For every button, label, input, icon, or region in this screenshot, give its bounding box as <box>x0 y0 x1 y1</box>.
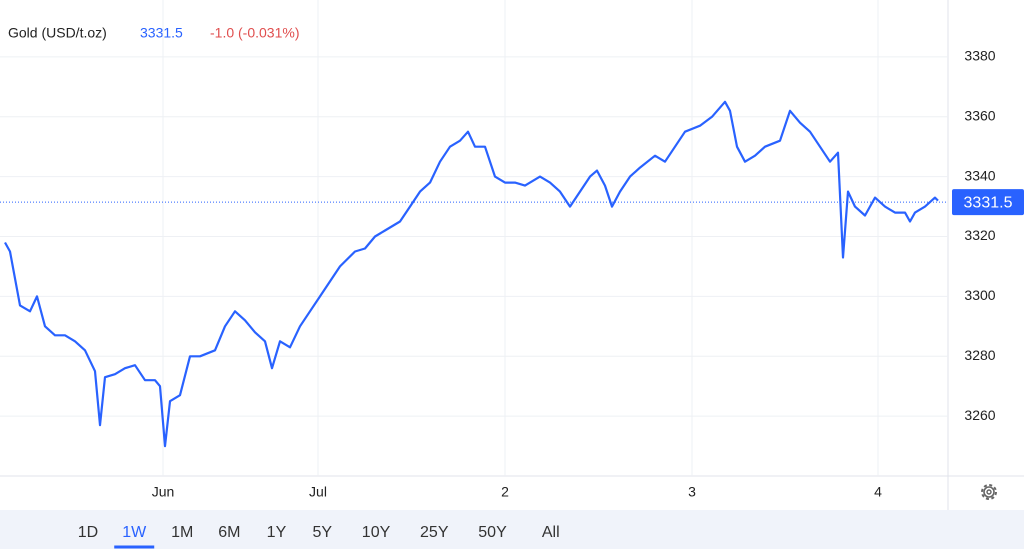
x-tick-label: Jul <box>309 484 327 500</box>
last-price-badge <box>952 189 1024 216</box>
y-tick-label: 3360 <box>964 107 995 123</box>
range-button[interactable]: 1M <box>171 524 193 541</box>
price-line <box>4 100 939 448</box>
y-tick-label: 3380 <box>964 48 995 64</box>
range-button[interactable]: 6M <box>218 524 240 541</box>
range-button[interactable]: All <box>542 524 560 541</box>
range-button[interactable]: 10Y <box>362 524 391 541</box>
gear-teeth <box>981 484 997 500</box>
x-tick-label: 3 <box>688 484 696 500</box>
settings-icon[interactable] <box>981 484 997 500</box>
gear-hub <box>986 489 992 495</box>
range-button[interactable]: 1Y <box>267 524 287 541</box>
x-tick-label: Jun <box>152 484 175 500</box>
last-price-badge-label: 3331.5 <box>964 194 1013 211</box>
y-tick-label: 3260 <box>964 407 995 423</box>
range-button[interactable]: 1D <box>78 524 98 541</box>
range-button[interactable]: 25Y <box>420 524 449 541</box>
range-button[interactable]: 1W <box>122 524 147 541</box>
y-tick-label: 3280 <box>964 347 995 363</box>
range-button[interactable]: 5Y <box>312 524 332 541</box>
x-tick-label: 2 <box>501 484 509 500</box>
y-tick-label: 3340 <box>964 167 995 183</box>
range-bar <box>0 510 1024 549</box>
y-tick-label: 3300 <box>964 287 995 303</box>
x-tick-label: 4 <box>874 484 882 500</box>
last-price: 3331.5 <box>140 25 183 41</box>
price-change: -1.0 (-0.031%) <box>210 25 299 41</box>
gear-ring <box>983 486 995 498</box>
chart-title: Gold (USD/t.oz) <box>8 25 107 41</box>
y-tick-label: 3320 <box>964 227 995 243</box>
range-button[interactable]: 50Y <box>478 524 507 541</box>
